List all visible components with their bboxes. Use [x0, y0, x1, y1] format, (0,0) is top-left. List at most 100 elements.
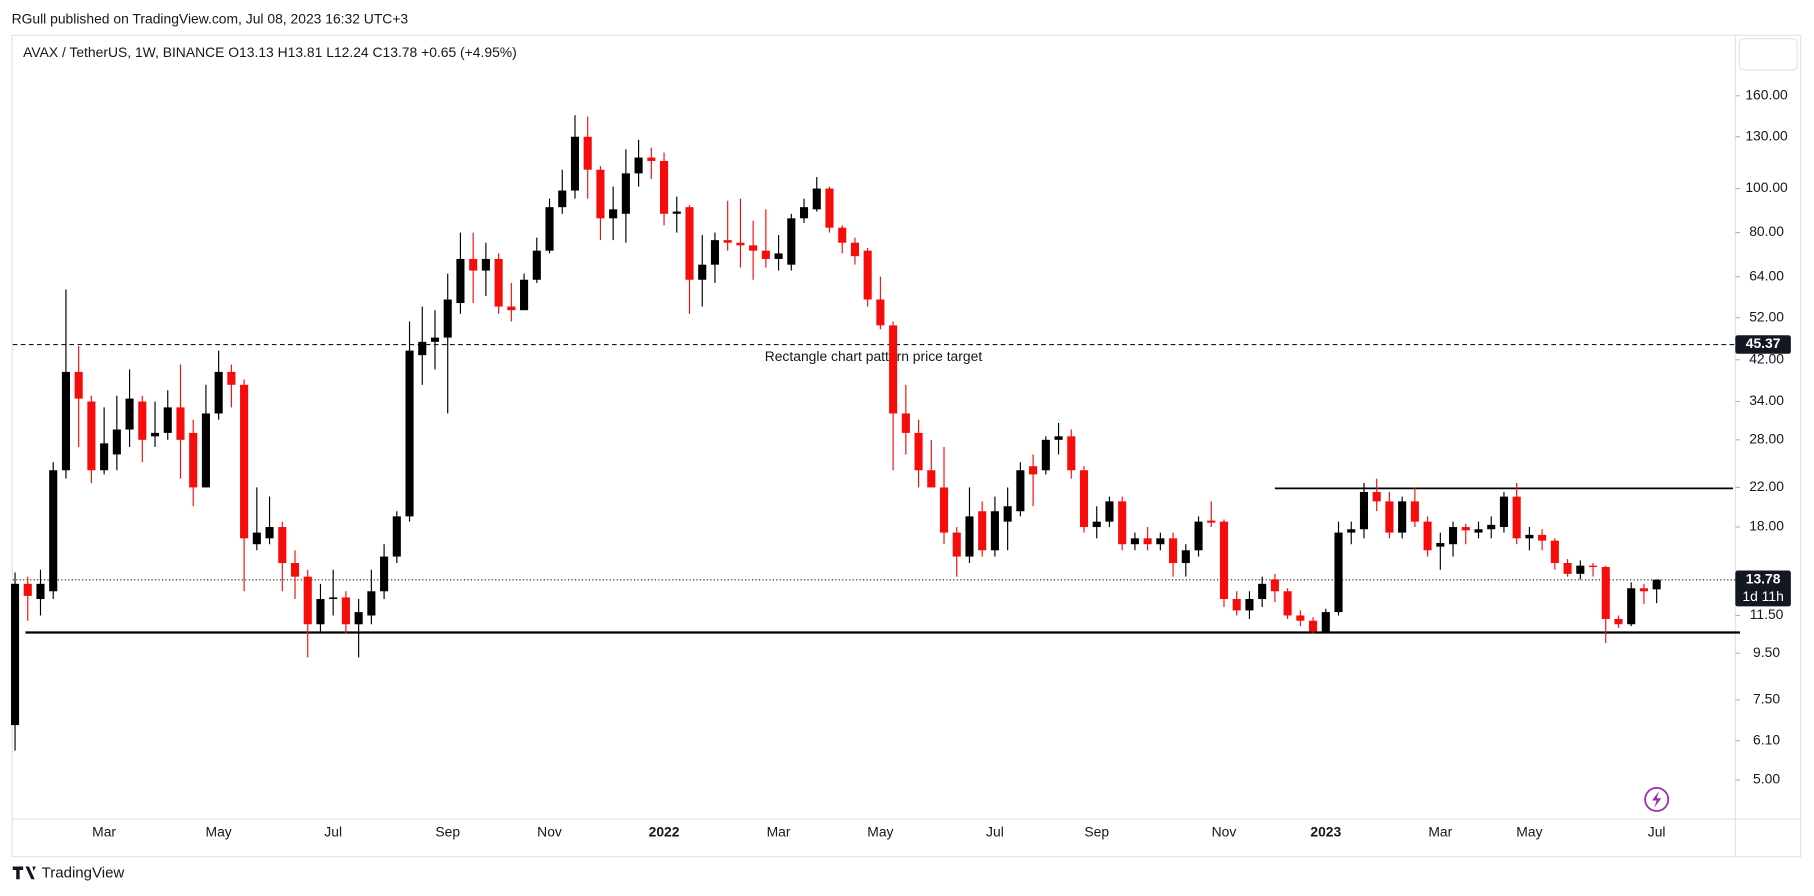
- candle-body: [1461, 527, 1470, 531]
- candle-body: [1232, 599, 1241, 611]
- candle-body: [341, 597, 350, 625]
- x-tick-label: May: [1516, 824, 1542, 840]
- candle-body: [799, 207, 809, 219]
- candle-body: [1003, 506, 1012, 522]
- candle-body: [214, 371, 223, 414]
- candle-body: [290, 563, 300, 577]
- candle-body: [1041, 439, 1050, 471]
- candle-body: [1436, 543, 1445, 547]
- candle-body: [1410, 501, 1419, 522]
- candle-body: [863, 250, 872, 300]
- candle-body: [710, 240, 720, 265]
- candle-body: [1156, 538, 1165, 545]
- y-tick-label: 64.00: [1749, 267, 1784, 283]
- candle-body: [23, 583, 32, 596]
- candle-body: [1321, 612, 1330, 632]
- candle-body: [1296, 615, 1305, 621]
- candle-body: [1398, 501, 1407, 533]
- candle-body: [876, 299, 885, 326]
- candle-body: [952, 532, 961, 557]
- candle-body: [838, 227, 847, 243]
- candle-body: [61, 371, 70, 471]
- candle-body: [1525, 534, 1534, 539]
- candle-body: [520, 279, 529, 311]
- y-tick-label: 18.00: [1749, 518, 1784, 534]
- x-tick-label: Nov: [537, 824, 562, 840]
- candle-body: [1550, 540, 1559, 564]
- y-tick-label: 160.00: [1745, 86, 1788, 102]
- candle-body: [1563, 563, 1572, 574]
- x-tick-label: Sep: [435, 824, 460, 840]
- candle-body: [1092, 521, 1101, 528]
- candle-body: [469, 258, 478, 271]
- x-tick-label: Jul: [324, 824, 342, 840]
- y-tick-label: 42.00: [1749, 350, 1784, 366]
- candle-body: [227, 371, 236, 385]
- candle-body: [36, 583, 45, 600]
- annotation: Rectangle chart pattern price target: [765, 348, 983, 364]
- candle-body: [634, 157, 643, 174]
- candle-body: [1423, 521, 1432, 551]
- candle-body: [1270, 579, 1279, 592]
- candle-body: [850, 242, 859, 257]
- bolt-icon[interactable]: [1644, 786, 1670, 812]
- x-tick-label: Nov: [1212, 824, 1237, 840]
- candle-body: [660, 160, 669, 214]
- candle-body: [927, 470, 936, 488]
- candle-body: [1588, 565, 1598, 568]
- candle-body: [978, 511, 987, 551]
- candle-body: [494, 258, 503, 307]
- candle-body: [545, 207, 554, 251]
- brand: TradingView: [42, 864, 125, 881]
- candle-body: [698, 264, 707, 280]
- candle-body: [1538, 534, 1547, 541]
- candle-body: [507, 306, 516, 311]
- candle-body: [1512, 496, 1521, 539]
- candle-body: [1614, 618, 1623, 625]
- candle-body: [1258, 583, 1267, 600]
- price-target-badge: [1735, 335, 1791, 354]
- candle-body: [456, 258, 465, 303]
- candle-body: [1576, 565, 1585, 574]
- candle-body: [49, 470, 58, 592]
- candle-body: [443, 299, 452, 338]
- candle-body: [354, 612, 363, 625]
- last-price-label: 13.78: [1746, 570, 1781, 586]
- y-tick-label: 100.00: [1745, 179, 1788, 195]
- candle-body: [303, 576, 312, 625]
- y-tick-label: 7.50: [1753, 691, 1780, 707]
- candles: [10, 115, 1661, 751]
- brand-logo: [12, 866, 36, 880]
- candle-body: [163, 407, 172, 433]
- candle-body: [647, 157, 656, 161]
- candle-body: [1054, 436, 1063, 440]
- candle-body: [1245, 599, 1254, 611]
- candle-body: [889, 325, 898, 414]
- candle-body: [1016, 470, 1025, 512]
- candle-body: [761, 250, 770, 259]
- candle-body: [405, 350, 414, 517]
- candle-body: [201, 413, 210, 488]
- candle-body: [240, 384, 249, 539]
- x-tick-label: Mar: [1428, 824, 1452, 840]
- candle-body: [380, 556, 389, 592]
- candle-body: [787, 218, 796, 265]
- x-tick-label: Mar: [767, 824, 791, 840]
- candle-body: [1347, 529, 1356, 533]
- candle-body: [621, 173, 630, 214]
- candle-body: [965, 516, 974, 557]
- y-tick-label: 5.00: [1753, 771, 1780, 787]
- y-tick-label: 130.00: [1745, 127, 1788, 143]
- candle-body: [252, 532, 261, 545]
- candle-body: [609, 209, 618, 219]
- candle-body: [1627, 588, 1636, 625]
- candle-body: [901, 413, 910, 433]
- x-tick-label: 2023: [1310, 824, 1341, 840]
- x-tick-label: May: [206, 824, 232, 840]
- candle-body: [1372, 491, 1381, 502]
- candle-body: [1359, 491, 1369, 530]
- candle-body: [723, 240, 732, 243]
- candle-body: [672, 211, 681, 214]
- settings-button[interactable]: [1738, 38, 1798, 71]
- y-tick-label: 9.50: [1753, 644, 1780, 660]
